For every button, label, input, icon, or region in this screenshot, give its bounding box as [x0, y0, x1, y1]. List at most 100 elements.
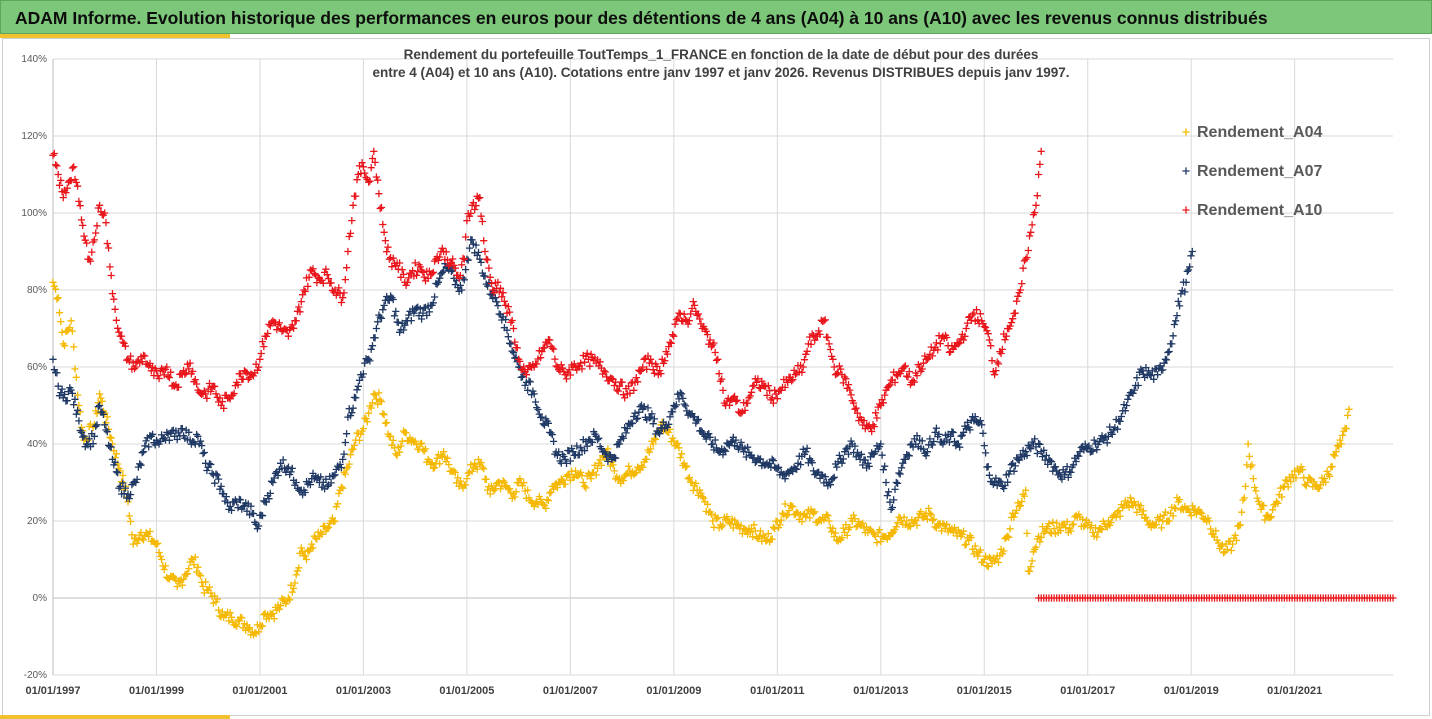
data-point [183, 436, 192, 444]
data-point [337, 464, 345, 472]
data-point [767, 463, 775, 471]
data-point [681, 315, 690, 324]
data-point [694, 415, 702, 423]
data-point [632, 374, 640, 382]
data-point [1147, 372, 1155, 380]
data-point [321, 485, 329, 493]
data-point [274, 471, 282, 480]
data-point [784, 511, 792, 519]
data-point [526, 378, 534, 386]
data-point [711, 436, 719, 444]
data-point [477, 212, 485, 220]
data-point [960, 428, 968, 436]
data-point [437, 451, 445, 459]
data-point [744, 443, 752, 451]
data-point [120, 490, 128, 498]
data-point [800, 450, 809, 458]
series-group [49, 236, 1196, 533]
data-point [892, 478, 900, 487]
data-point [440, 267, 448, 275]
data-point [773, 464, 781, 473]
data-point [349, 445, 357, 453]
data-point [284, 332, 292, 340]
data-point [99, 211, 107, 219]
data-point [566, 457, 574, 465]
data-point [918, 437, 926, 445]
data-point [892, 523, 900, 531]
data-point [1241, 482, 1250, 490]
data-point [1124, 395, 1132, 403]
data-point [118, 478, 126, 486]
data-point [918, 365, 926, 373]
data-point [957, 432, 965, 440]
chart-frame: -20% 0% 20% 40% 60% 80% 100% 120% 140% 01/01/1997… [2, 38, 1430, 716]
data-point [1019, 446, 1027, 455]
data-point [789, 376, 797, 384]
data-point [834, 369, 842, 377]
data-point [377, 203, 386, 212]
data-point [597, 445, 605, 453]
data-point [674, 439, 682, 447]
x-tick-label: 01/01/2017 [1060, 685, 1115, 697]
data-point [377, 398, 386, 406]
data-point [758, 377, 766, 385]
data-point [1058, 475, 1066, 483]
data-point [1270, 501, 1278, 509]
data-point [161, 562, 170, 570]
data-point [402, 429, 410, 437]
data-point [1177, 290, 1185, 298]
data-point [560, 368, 568, 376]
data-point [160, 565, 168, 574]
data-point [71, 395, 79, 403]
data-point [70, 163, 78, 171]
data-point [604, 457, 612, 465]
data-point [1389, 594, 1397, 602]
data-point [972, 306, 981, 314]
data-point [453, 479, 461, 487]
data-point [733, 396, 741, 404]
data-point [396, 448, 404, 456]
data-point [1238, 508, 1246, 516]
accent-bar-bottom [0, 715, 230, 719]
data-point [1284, 483, 1292, 491]
data-point [667, 339, 675, 347]
data-point [372, 324, 380, 333]
data-point [921, 352, 929, 360]
data-point [460, 276, 468, 284]
data-point [1009, 315, 1017, 323]
data-point [301, 287, 309, 296]
data-point [725, 519, 734, 527]
data-point [389, 254, 397, 262]
data-point [473, 465, 481, 473]
data-point [636, 367, 644, 375]
y-tick-label: 60% [27, 362, 47, 373]
data-point [886, 498, 894, 506]
data-point [376, 204, 384, 213]
data-point [781, 500, 789, 508]
data-point [465, 244, 474, 252]
data-point [950, 524, 959, 532]
data-point [233, 622, 241, 630]
data-point [98, 397, 106, 405]
data-point [191, 376, 199, 384]
data-point [203, 466, 211, 475]
data-point [702, 435, 710, 443]
data-point [193, 430, 201, 439]
data-point [561, 480, 569, 488]
data-point [859, 519, 867, 527]
data-point [54, 170, 62, 179]
data-point [653, 362, 661, 370]
data-point [891, 485, 899, 493]
legend-label: Rendement_A10 [1197, 202, 1322, 219]
data-point [77, 428, 86, 436]
data-point [592, 471, 600, 479]
data-point [962, 324, 970, 333]
data-point [498, 293, 506, 301]
data-point [1064, 473, 1072, 481]
data-point [625, 462, 633, 470]
data-point [966, 426, 974, 434]
data-point [702, 327, 710, 335]
data-point [969, 311, 977, 319]
data-point [198, 442, 206, 450]
data-point [405, 274, 413, 282]
